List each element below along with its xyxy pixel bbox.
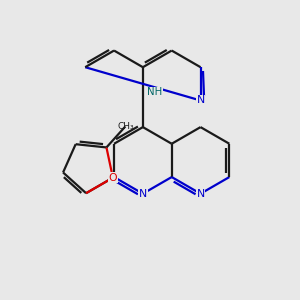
Text: N: N: [139, 189, 147, 199]
Text: NH: NH: [147, 87, 162, 97]
Text: CH₃: CH₃: [117, 122, 134, 131]
Text: N: N: [196, 189, 205, 199]
Text: N: N: [196, 95, 205, 106]
Text: O: O: [109, 173, 117, 183]
